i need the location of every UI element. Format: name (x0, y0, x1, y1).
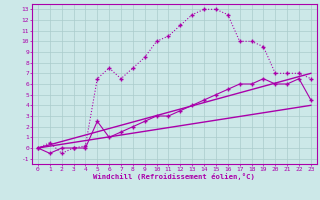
X-axis label: Windchill (Refroidissement éolien,°C): Windchill (Refroidissement éolien,°C) (93, 173, 255, 180)
